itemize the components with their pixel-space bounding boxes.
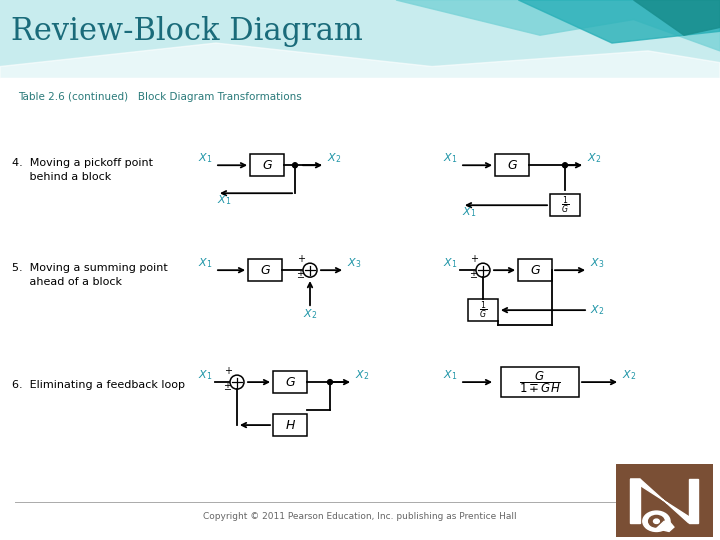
Text: 6.  Eliminating a feedback loop: 6. Eliminating a feedback loop [12,380,185,390]
Text: $X_1$: $X_1$ [198,151,212,165]
Text: $\dfrac{G}{1\mp GH}$: $\dfrac{G}{1\mp GH}$ [519,369,561,395]
Text: H: H [285,418,294,431]
Text: G: G [507,159,517,172]
Polygon shape [630,479,698,523]
Bar [468,299,498,321]
Bar [273,371,307,393]
Text: $X_2$: $X_2$ [355,368,369,382]
Text: $\frac{1}{G}$: $\frac{1}{G}$ [479,299,487,321]
Text: $X_2$: $X_2$ [590,303,604,317]
Text: G: G [260,264,270,276]
Polygon shape [657,521,674,531]
Polygon shape [518,0,720,43]
Text: $X_1$: $X_1$ [198,256,212,270]
Text: Review-Block Diagram: Review-Block Diagram [11,16,363,47]
Text: $X_3$: $X_3$ [590,256,604,270]
Circle shape [643,511,670,531]
Text: $X_3$: $X_3$ [347,256,361,270]
Circle shape [476,263,490,277]
Circle shape [292,163,297,168]
Polygon shape [0,43,720,78]
Text: $X_1$: $X_1$ [462,205,477,219]
Text: $X_1$: $X_1$ [443,256,457,270]
Circle shape [562,163,567,168]
Text: +: + [470,254,478,264]
Text: G: G [530,264,540,276]
Text: +: + [224,366,232,376]
Polygon shape [630,479,640,523]
Text: +: + [297,254,305,264]
Polygon shape [396,0,720,51]
Text: $X_2$: $X_2$ [587,151,601,165]
Text: $X_1$: $X_1$ [198,368,212,382]
Bar [518,259,552,281]
Text: $\pm$: $\pm$ [223,381,233,392]
Bar [550,194,580,216]
Bar [248,259,282,281]
Circle shape [654,519,660,523]
Text: $X_1$: $X_1$ [443,151,457,165]
Text: Table 2.6 (continued)   Block Diagram Transformations: Table 2.6 (continued) Block Diagram Tran… [18,92,302,102]
Text: 5.  Moving a summing point
     ahead of a block: 5. Moving a summing point ahead of a blo… [12,263,168,287]
Text: $X_2$: $X_2$ [303,307,317,321]
Polygon shape [634,0,720,35]
Circle shape [230,375,244,389]
Text: $X_1$: $X_1$ [443,368,457,382]
Bar [495,154,529,176]
Bar [273,414,307,436]
Text: $\pm$: $\pm$ [297,269,305,280]
Bar [501,367,579,397]
Text: 4.  Moving a pickoff point
     behind a block: 4. Moving a pickoff point behind a block [12,158,153,182]
Text: $\frac{1}{G}$: $\frac{1}{G}$ [561,194,569,216]
Text: $\pm$: $\pm$ [469,269,479,280]
Polygon shape [688,479,698,523]
Text: G: G [285,376,294,389]
Text: G: G [262,159,272,172]
Text: $X_2$: $X_2$ [622,368,636,382]
Text: $X_1$: $X_1$ [217,193,231,207]
Bar [250,154,284,176]
Circle shape [303,263,317,277]
Circle shape [649,515,664,527]
Circle shape [328,380,333,384]
Text: Copyright © 2011 Pearson Education, Inc. publishing as Prentice Hall: Copyright © 2011 Pearson Education, Inc.… [203,511,517,521]
Text: $X_2$: $X_2$ [327,151,341,165]
